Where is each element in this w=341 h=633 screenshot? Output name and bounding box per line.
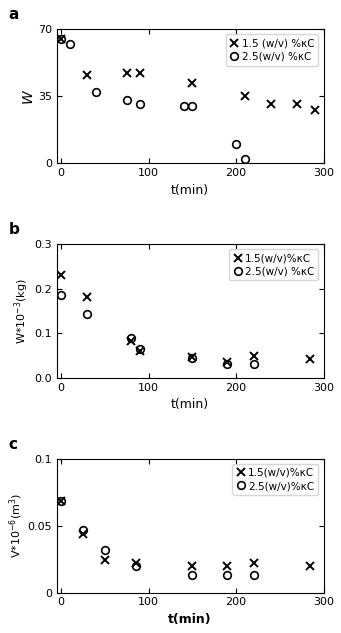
Text: c: c	[9, 437, 18, 452]
Legend: 1.5(w/v)%κC, 2.5(w/v) %κC: 1.5(w/v)%κC, 2.5(w/v) %κC	[229, 249, 318, 280]
Y-axis label: V*10$^{-6}$(m$^3$): V*10$^{-6}$(m$^3$)	[7, 493, 25, 558]
X-axis label: t(min): t(min)	[171, 184, 209, 197]
Text: b: b	[9, 222, 20, 237]
X-axis label: t(min): t(min)	[171, 398, 209, 411]
Legend: 1.5 (w/v) %κC, 2.5(w/v) %κC: 1.5 (w/v) %κC, 2.5(w/v) %κC	[226, 34, 318, 66]
Legend: 1.5(w/v)%κC, 2.5(w/v)%κC: 1.5(w/v)%κC, 2.5(w/v)%κC	[233, 464, 318, 495]
X-axis label: t(min): t(min)	[168, 613, 212, 626]
Text: a: a	[9, 8, 19, 22]
Y-axis label: W: W	[21, 89, 35, 103]
Y-axis label: W*10$^{-3}$(kg): W*10$^{-3}$(kg)	[13, 278, 31, 344]
